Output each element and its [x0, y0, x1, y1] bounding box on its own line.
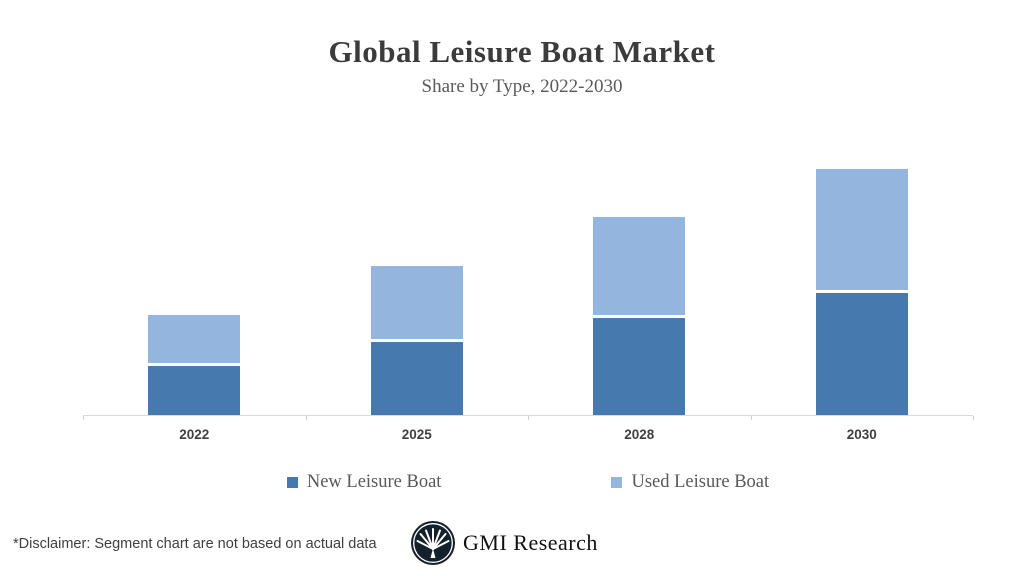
bar-stack-2022 — [148, 314, 241, 415]
legend-swatch-icon — [611, 477, 623, 488]
bar-segment-2030-used-leisure-boat — [815, 168, 908, 291]
bar-group-2022 — [83, 163, 306, 415]
disclaimer-text: *Disclaimer: Segment chart are not based… — [13, 536, 377, 552]
brand-name: GMI Research — [463, 530, 598, 555]
x-axis-tick — [305, 416, 307, 420]
segment-divider — [815, 290, 908, 294]
bar-stack-2030 — [815, 168, 908, 415]
x-axis-label-2030: 2030 — [846, 427, 877, 442]
x-axis-tick — [750, 416, 752, 420]
footer: *Disclaimer: Segment chart are not based… — [0, 515, 1024, 576]
x-axis-tick — [83, 416, 84, 420]
brand-logo: GMI Research — [411, 521, 598, 565]
x-axis-tick — [973, 416, 974, 420]
bar-segment-2030-new-leisure-boat — [815, 293, 908, 415]
plot-area — [83, 163, 974, 420]
x-axis-label-2025: 2025 — [401, 427, 432, 442]
bar-group-2028 — [528, 163, 751, 415]
legend-item-used-leisure-boat: Used Leisure Boat — [611, 472, 769, 493]
bar-segment-2022-used-leisure-boat — [148, 314, 241, 364]
segment-divider — [148, 363, 241, 367]
bar-segment-2028-new-leisure-boat — [593, 317, 686, 415]
segment-divider — [370, 338, 463, 342]
bar-stack-2028 — [593, 217, 686, 415]
chart-legend: New Leisure Boat Used Leisure Boat — [83, 472, 973, 493]
bar-segment-2025-new-leisure-boat — [370, 341, 463, 415]
legend-label: New Leisure Boat — [306, 472, 442, 492]
segment-divider — [593, 314, 686, 318]
legend-item-new-leisure-boat: New Leisure Boat — [286, 472, 442, 493]
chart-title: Global Leisure Boat Market — [328, 34, 716, 69]
chart-subtitle: Share by Type, 2022-2030 — [421, 76, 623, 97]
x-axis-tick — [528, 416, 529, 420]
bar-group-2030 — [751, 163, 974, 415]
bars-container — [83, 163, 973, 415]
gmi-palm-logo-icon — [411, 521, 455, 565]
bar-segment-2025-used-leisure-boat — [370, 265, 463, 339]
x-axis-labels: 2022 2025 2028 2030 — [83, 427, 973, 442]
legend-swatch-icon — [286, 477, 298, 488]
legend-label: Used Leisure Boat — [631, 472, 770, 492]
x-axis-label-2022: 2022 — [179, 427, 210, 442]
bar-group-2025 — [306, 163, 529, 415]
bar-stack-2025 — [370, 265, 463, 415]
bar-segment-2028-used-leisure-boat — [593, 217, 686, 315]
x-axis-label-2028: 2028 — [624, 427, 655, 442]
x-axis-line — [83, 415, 973, 416]
chart-header: Global Leisure Boat Market Share by Type… — [22, 34, 1022, 98]
bar-segment-2022-new-leisure-boat — [148, 366, 241, 415]
